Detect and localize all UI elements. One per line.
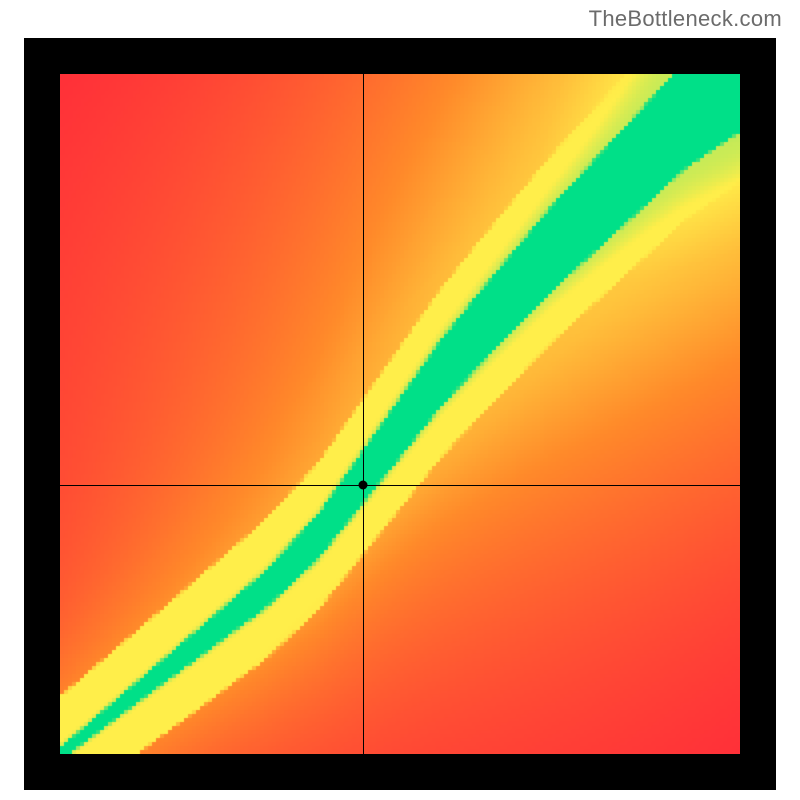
plot-area (60, 74, 740, 754)
crosshair-horizontal (60, 485, 740, 486)
watermark-text: TheBottleneck.com (589, 6, 782, 32)
crosshair-dot (358, 481, 367, 490)
crosshair-vertical (363, 74, 364, 754)
root-container: TheBottleneck.com (0, 0, 800, 800)
heatmap-canvas (60, 74, 740, 754)
